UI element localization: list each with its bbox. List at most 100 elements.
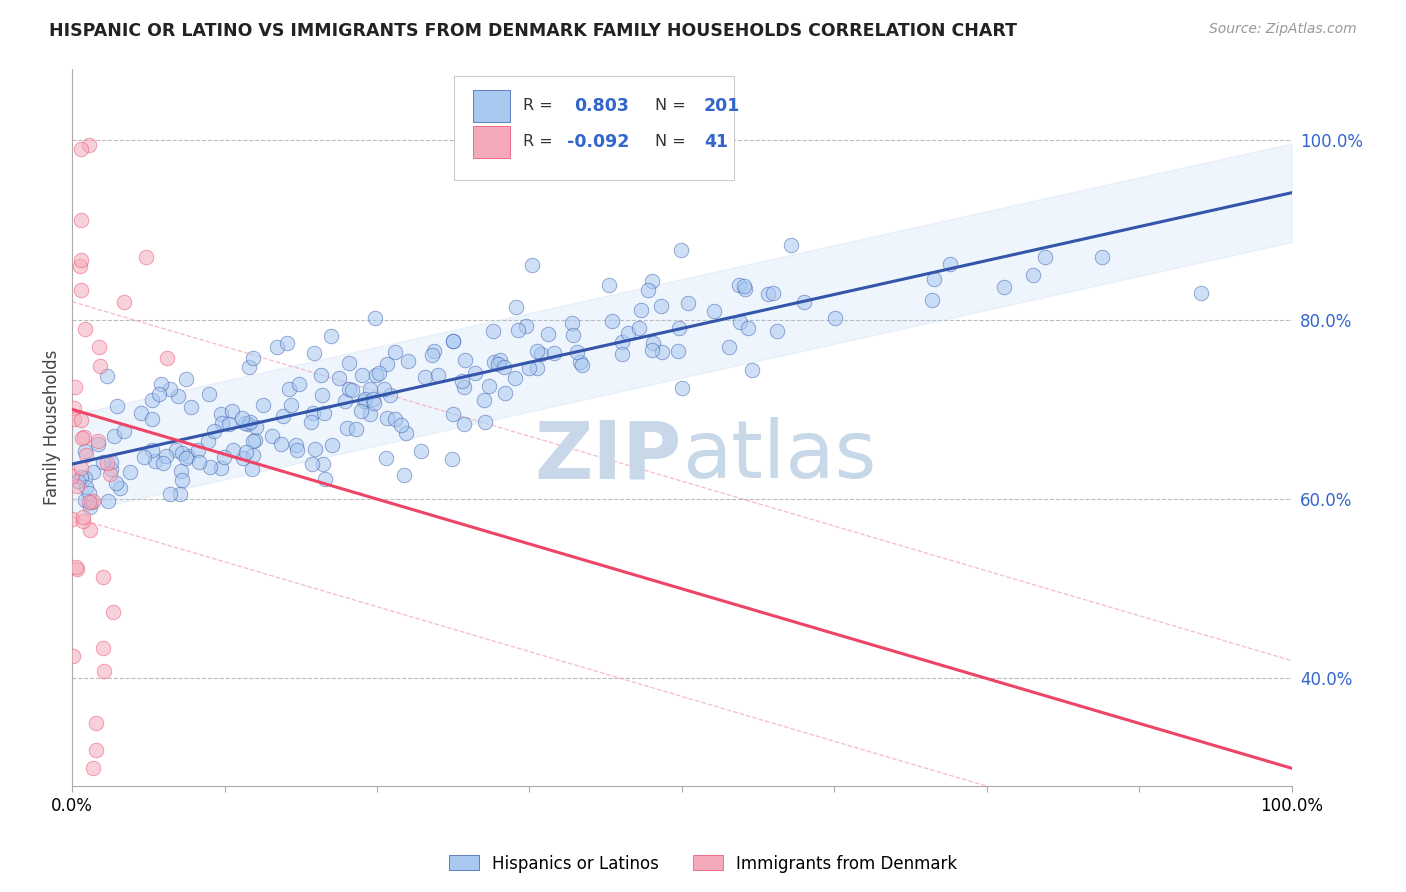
Text: Source: ZipAtlas.com: Source: ZipAtlas.com — [1209, 22, 1357, 37]
Point — [641, 343, 664, 357]
Point — [82, 494, 104, 508]
Point — [478, 379, 501, 393]
Point — [73, 322, 96, 336]
Point — [69, 253, 91, 268]
Point — [375, 410, 398, 425]
Point — [451, 374, 474, 388]
Point — [924, 272, 946, 286]
Point — [232, 450, 254, 465]
Point — [72, 515, 94, 529]
Point — [156, 351, 179, 366]
Point — [70, 142, 93, 156]
Point — [285, 438, 308, 452]
Point — [505, 301, 527, 315]
Point — [101, 605, 124, 619]
Point — [174, 372, 197, 386]
Point — [105, 399, 128, 413]
Point — [650, 299, 672, 313]
Point — [353, 393, 375, 408]
Point — [79, 523, 101, 537]
Point — [793, 294, 815, 309]
Point — [177, 450, 200, 464]
Point — [517, 360, 540, 375]
Point — [389, 417, 412, 432]
Point — [474, 415, 496, 429]
Text: ZIP: ZIP — [534, 417, 682, 495]
Point — [238, 360, 260, 375]
Point — [728, 278, 751, 293]
Text: 201: 201 — [704, 97, 740, 115]
Point — [84, 743, 107, 757]
Point — [520, 258, 543, 272]
Point — [209, 460, 232, 475]
Point — [252, 398, 274, 412]
Point — [240, 461, 263, 475]
Point — [482, 324, 505, 338]
Point — [152, 456, 174, 470]
Point — [380, 388, 402, 402]
Point — [198, 387, 221, 401]
Point — [169, 465, 191, 479]
Point — [766, 324, 789, 338]
Point — [132, 450, 155, 464]
Y-axis label: Family Households: Family Households — [44, 350, 60, 505]
Point — [824, 310, 846, 325]
Point — [515, 318, 537, 333]
Point — [384, 345, 406, 359]
Point — [100, 462, 122, 476]
Point — [155, 449, 177, 463]
Point — [299, 415, 322, 429]
Point — [143, 454, 166, 468]
Point — [939, 256, 962, 270]
Point — [600, 314, 623, 328]
Point — [368, 366, 391, 380]
Point — [141, 443, 163, 458]
Point — [426, 368, 449, 383]
Point — [413, 369, 436, 384]
Point — [82, 465, 104, 479]
Point — [270, 437, 292, 451]
Point — [277, 382, 299, 396]
Text: R =: R = — [523, 98, 553, 113]
Point — [441, 452, 464, 467]
Point — [641, 274, 664, 288]
Point — [441, 407, 464, 421]
Point — [472, 393, 495, 408]
Point — [441, 334, 464, 349]
Point — [242, 448, 264, 462]
Point — [301, 457, 323, 471]
Point — [651, 345, 673, 359]
Point — [62, 401, 84, 416]
Point — [238, 417, 260, 431]
Point — [363, 396, 385, 410]
Point — [97, 493, 120, 508]
Point — [73, 430, 96, 444]
Point — [65, 479, 87, 493]
Point — [571, 358, 593, 372]
Point — [100, 455, 122, 469]
Point — [70, 413, 93, 427]
Point — [311, 388, 333, 402]
Point — [242, 351, 264, 366]
FancyBboxPatch shape — [474, 126, 510, 158]
Point — [260, 429, 283, 443]
Point — [312, 458, 335, 472]
Point — [567, 345, 589, 359]
Point — [218, 417, 240, 432]
Point — [489, 353, 512, 368]
Point — [149, 376, 172, 391]
Point — [170, 446, 193, 460]
Point — [266, 340, 288, 354]
Point — [454, 352, 477, 367]
FancyBboxPatch shape — [474, 90, 510, 121]
Point — [103, 429, 125, 443]
Point — [733, 278, 755, 293]
Point — [328, 371, 350, 385]
Point — [921, 293, 943, 308]
Point — [703, 304, 725, 318]
Point — [285, 442, 308, 457]
Point — [87, 437, 110, 451]
Point — [641, 336, 664, 351]
Point — [610, 347, 633, 361]
Point — [304, 442, 326, 456]
